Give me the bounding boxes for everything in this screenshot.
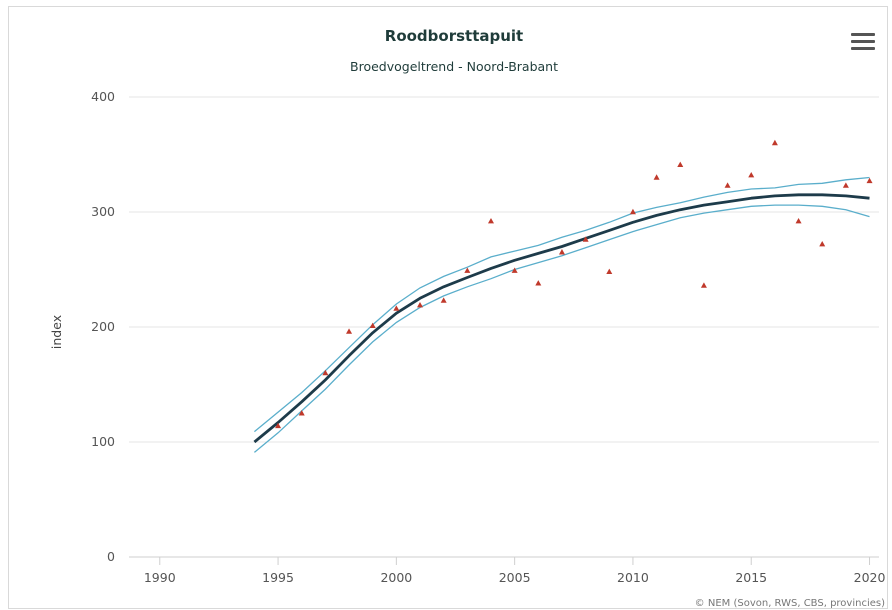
chart-title: Roodborsttapuit bbox=[385, 27, 523, 45]
y-axis-title: index bbox=[49, 315, 64, 349]
observed-point[interactable] bbox=[298, 410, 305, 416]
observed-point[interactable] bbox=[558, 249, 565, 255]
context-menu-button[interactable] bbox=[847, 29, 879, 55]
credits-text: © NEM (Sovon, RWS, CBS, provincies) bbox=[695, 598, 885, 609]
observed-point[interactable] bbox=[535, 280, 542, 286]
trend-line-group bbox=[253, 193, 870, 444]
observed-point[interactable] bbox=[629, 208, 636, 215]
chart: 0 100 200 300 400 1990 1995 2000 2005 2010 2015 202… bbox=[49, 27, 885, 609]
y-tick-label: 200 bbox=[91, 319, 115, 334]
trend-line bbox=[253, 193, 870, 444]
observed-point[interactable] bbox=[724, 182, 731, 188]
observed-point[interactable] bbox=[582, 236, 589, 242]
observed-point[interactable] bbox=[819, 241, 826, 247]
observed-point[interactable] bbox=[511, 267, 518, 273]
observed-point[interactable] bbox=[700, 282, 707, 288]
observed-point[interactable] bbox=[771, 139, 778, 146]
axis-ticks: 0 100 200 300 400 1990 1995 2000 2005 2010 2015 202… bbox=[91, 89, 885, 585]
hamburger-icon[interactable] bbox=[851, 33, 875, 50]
x-tick-label: 2020 bbox=[854, 570, 886, 585]
y-tick-label: 100 bbox=[91, 434, 115, 449]
y-tick-label: 400 bbox=[91, 89, 115, 104]
x-tick-label: 1995 bbox=[262, 570, 294, 585]
observed-point[interactable] bbox=[417, 301, 424, 308]
observed-point[interactable] bbox=[440, 297, 447, 303]
chart-subtitle: Broedvogeltrend - Noord-Brabant bbox=[350, 59, 558, 74]
y-tick-label: 0 bbox=[107, 549, 115, 564]
lower-confidence-line bbox=[253, 204, 870, 453]
grid-lines bbox=[129, 96, 879, 558]
upper-confidence-line bbox=[253, 176, 870, 433]
observed-point[interactable] bbox=[322, 369, 329, 376]
x-tick-label: 2000 bbox=[380, 570, 412, 585]
observed-point[interactable] bbox=[275, 422, 282, 429]
observed-point[interactable] bbox=[795, 218, 802, 224]
observed-point[interactable] bbox=[346, 328, 353, 334]
observed-point[interactable] bbox=[866, 177, 873, 184]
y-tick-label: 300 bbox=[91, 204, 115, 219]
observed-point[interactable] bbox=[487, 218, 494, 224]
observed-point[interactable] bbox=[653, 174, 660, 180]
observed-point[interactable] bbox=[606, 268, 613, 274]
x-tick-label: 2005 bbox=[499, 570, 531, 585]
observed-point[interactable] bbox=[748, 172, 755, 178]
x-tick-label: 2015 bbox=[735, 570, 767, 585]
observed-point[interactable] bbox=[677, 161, 684, 168]
x-tick-label: 2010 bbox=[617, 570, 649, 585]
observed-point[interactable] bbox=[842, 182, 849, 188]
observed-points bbox=[275, 139, 873, 429]
observed-point[interactable] bbox=[393, 305, 400, 311]
confidence-band bbox=[253, 176, 870, 453]
observed-point[interactable] bbox=[369, 322, 376, 329]
x-tick-label: 1990 bbox=[144, 570, 176, 585]
chart-container: 0 100 200 300 400 1990 1995 2000 2005 2010 2015 202… bbox=[8, 6, 888, 609]
observed-point[interactable] bbox=[464, 267, 471, 273]
